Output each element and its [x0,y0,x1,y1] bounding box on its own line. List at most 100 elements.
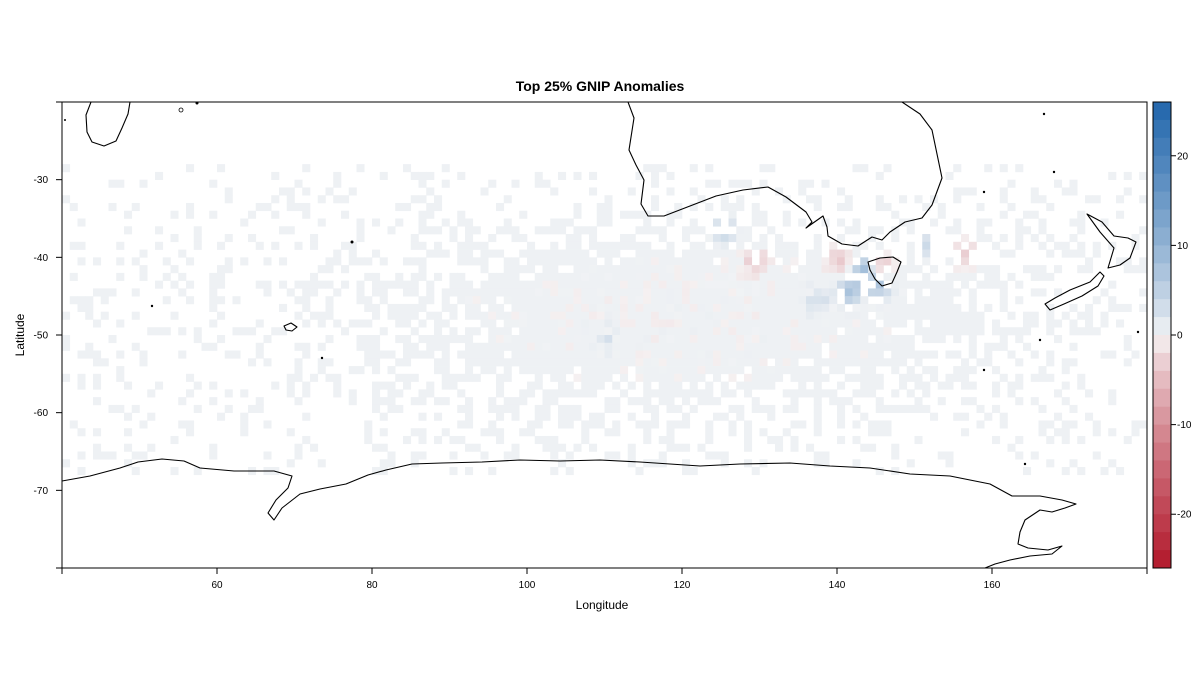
anomaly-cell [372,467,381,476]
anomaly-cell [945,350,954,359]
anomaly-cell [565,272,574,281]
anomaly-cell [558,335,567,344]
anomaly-cell [511,358,520,367]
anomaly-cell [790,272,799,281]
anomaly-cell [767,350,776,359]
anomaly-cell [465,443,474,452]
anomaly-cell [527,381,536,390]
anomaly-cell [178,397,187,406]
anomaly-cell [573,249,582,258]
anomaly-cell [85,296,94,305]
anomaly-cell [984,358,993,367]
anomaly-cell [472,296,481,305]
anomaly-cell [1023,342,1032,351]
anomaly-cell [573,226,582,235]
anomaly-cell [922,202,931,212]
anomaly-cell [457,210,466,219]
anomaly-cell [558,218,567,227]
anomaly-cell [496,404,505,413]
anomaly-cell [643,249,652,258]
anomaly-cell [1116,210,1125,219]
anomaly-cell [899,358,908,367]
anomaly-cell [294,358,303,367]
anomaly-cell [217,335,226,344]
anomaly-cell [844,311,853,320]
anomaly-cell [720,296,729,305]
anomaly-cell [62,459,71,468]
anomaly-cell [589,342,598,351]
anomaly-cell [666,397,675,406]
anomaly-cell [736,179,745,188]
anomaly-cell [837,412,846,421]
anomaly-cell [759,218,768,227]
anomaly-cell [720,459,729,468]
anomaly-cell [480,288,489,297]
anomaly-cell [395,389,404,398]
anomaly-cell [317,366,326,375]
anomaly-cell [798,218,807,227]
anomaly-cell [565,319,574,328]
anomaly-cell [217,296,226,305]
anomaly-cell [294,311,303,320]
anomaly-cell [736,195,745,204]
anomaly-cell [627,257,636,266]
y-tick-label: -50 [34,331,49,342]
anomaly-cell [488,420,497,429]
anomaly-cell [558,381,567,390]
anomaly-cell [302,210,311,219]
anomaly-cell [77,451,86,460]
anomaly-cell [1054,319,1063,328]
anomaly-cell [589,171,598,180]
anomaly-cell [457,280,466,289]
anomaly-cell [604,319,613,328]
anomaly-cell [116,272,125,281]
anomaly-cell [658,288,667,297]
anomaly-cell [821,288,830,297]
anomaly-cell [837,272,846,281]
anomaly-cell [294,373,303,382]
anomaly-cell [511,265,520,274]
anomaly-cell [255,241,264,250]
anomaly-cell [860,350,869,359]
anomaly-cell [775,303,784,312]
anomaly-cell [434,327,443,336]
anomaly-cell [837,257,846,266]
anomaly-cell [418,226,427,235]
anomaly-cell [550,435,559,445]
anomaly-cell [364,303,373,312]
anomaly-cell [410,280,419,289]
anomaly-cell [1092,327,1101,336]
anomaly-cell [930,327,939,336]
anomaly-cell [519,342,528,351]
anomaly-cell [658,389,667,398]
anomaly-cell [821,451,830,460]
anomaly-cell [790,420,799,429]
anomaly-cell [744,342,753,351]
anomaly-cell [635,335,644,344]
anomaly-cell [751,335,760,344]
anomaly-cell [860,381,869,390]
anomaly-cell [1054,179,1063,188]
anomaly-cell [984,218,993,227]
anomaly-cell [829,280,838,289]
anomaly-cell [875,420,884,429]
anomaly-cell [1015,451,1024,460]
anomaly-cell [93,428,102,437]
anomaly-cell [387,303,396,312]
anomaly-cell [333,319,342,328]
anomaly-cell [224,187,233,196]
anomaly-cell [457,373,466,382]
anomaly-cell [558,226,567,235]
anomaly-cell [1131,428,1140,437]
anomaly-cell [596,335,605,344]
anomaly-cell [922,366,931,375]
anomaly-cell [441,218,450,227]
anomaly-cell [682,397,691,406]
coastline-antarctica [62,458,1077,568]
anomaly-cell [821,459,830,468]
anomaly-cell [891,366,900,375]
anomaly-cell [813,381,822,390]
anomaly-cell [565,389,574,398]
anomaly-cell [992,435,1001,445]
anomaly-cell [589,257,598,266]
